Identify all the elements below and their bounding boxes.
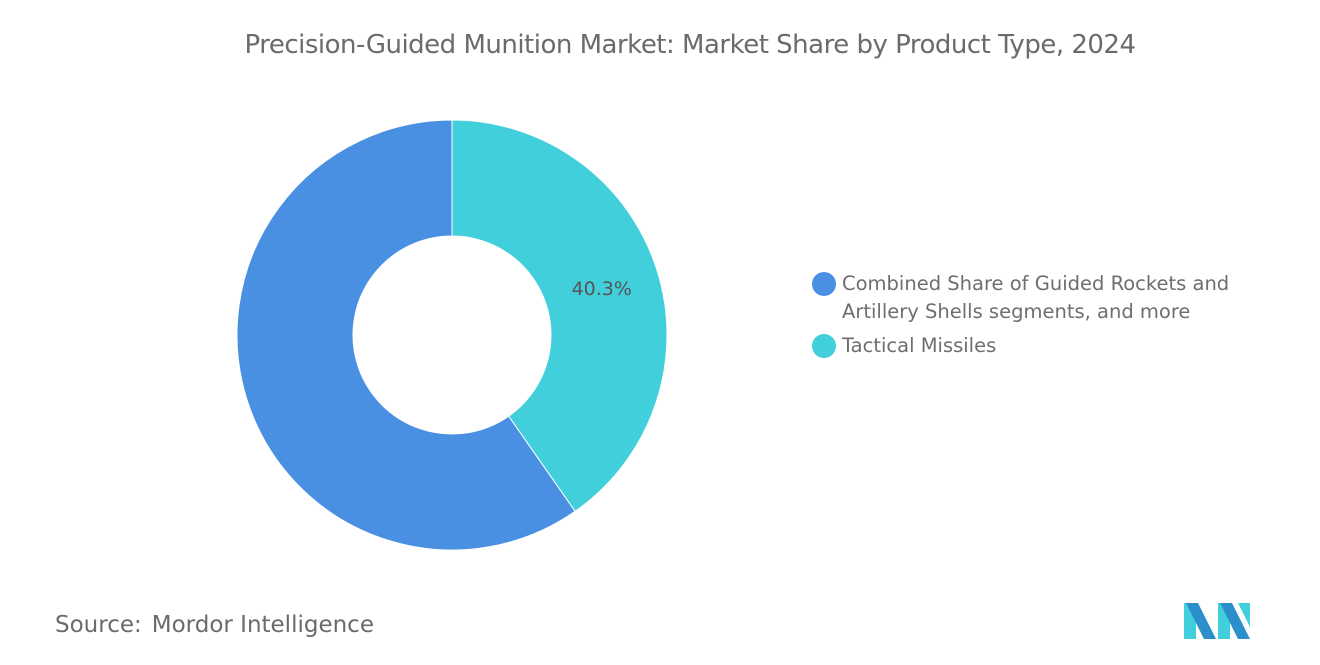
source-value: Mordor Intelligence — [151, 612, 374, 638]
legend-swatch-combined — [812, 272, 836, 296]
mordor-intelligence-logo — [1184, 603, 1250, 639]
legend-item-combined[interactable]: Combined Share of Guided Rockets and Art… — [812, 270, 1252, 326]
donut-slice-1[interactable] — [236, 119, 576, 551]
source-note: Source: Mordor Intelligence — [55, 612, 374, 638]
chart-title: Precision-Guided Munition Market: Market… — [244, 30, 1136, 60]
data-label-0: 40.3% — [572, 278, 632, 300]
legend-swatch-tactical-missiles — [812, 334, 836, 358]
donut-slice-0[interactable] — [451, 119, 668, 512]
legend-item-tactical-missiles[interactable]: Tactical Missiles — [812, 332, 1252, 360]
legend-label-tactical-missiles: Tactical Missiles — [842, 334, 997, 357]
legend-label-combined: Combined Share of Guided Rockets and Art… — [842, 272, 1230, 323]
source-label: Source: — [55, 612, 142, 638]
legend: Combined Share of Guided Rockets and Art… — [812, 270, 1252, 366]
